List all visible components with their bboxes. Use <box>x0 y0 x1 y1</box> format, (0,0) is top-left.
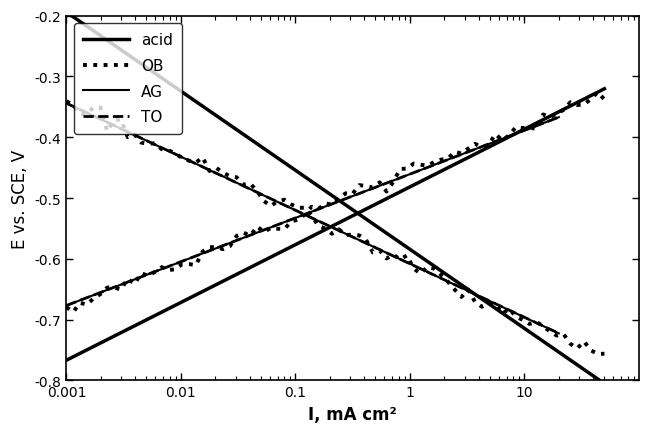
OB <box>70 309 77 315</box>
AG <box>154 268 162 273</box>
AG <box>62 303 70 309</box>
AG <box>194 253 202 258</box>
acid <box>84 347 92 352</box>
OB <box>307 205 315 210</box>
X-axis label: I, mA cm²: I, mA cm² <box>308 405 397 423</box>
OB <box>389 180 397 185</box>
acid <box>95 342 103 347</box>
TO <box>62 303 70 309</box>
AG <box>555 115 563 121</box>
OB <box>593 90 601 95</box>
AG <box>530 125 538 130</box>
TO <box>83 296 90 301</box>
OB <box>62 305 70 310</box>
TO <box>513 132 521 137</box>
AG <box>513 132 521 137</box>
Y-axis label: E vs. SCE, V: E vs. SCE, V <box>11 149 29 248</box>
TO <box>154 268 162 273</box>
TO <box>194 253 202 258</box>
Line: AG: AG <box>66 118 559 306</box>
OB <box>417 163 424 168</box>
AG <box>92 292 100 297</box>
acid <box>162 307 170 312</box>
OB <box>546 115 554 121</box>
acid <box>601 87 608 92</box>
acid <box>573 101 581 106</box>
TO <box>555 115 563 121</box>
TO <box>530 125 538 130</box>
acid <box>62 358 70 363</box>
Line: OB: OB <box>66 93 604 312</box>
acid <box>206 286 214 291</box>
TO <box>92 292 100 297</box>
AG <box>83 296 90 301</box>
OB <box>437 158 445 163</box>
Legend: acid, OB, AG, TO: acid, OB, AG, TO <box>74 24 182 135</box>
acid <box>554 110 562 115</box>
OB <box>396 167 404 172</box>
OB <box>601 98 608 103</box>
Line: acid: acid <box>66 89 604 360</box>
Line: TO: TO <box>66 118 559 306</box>
